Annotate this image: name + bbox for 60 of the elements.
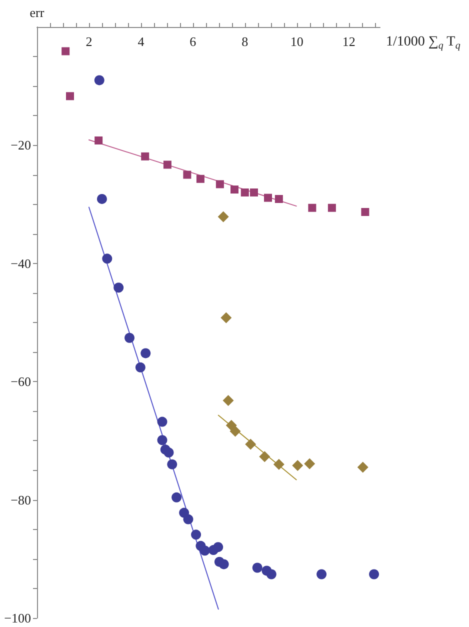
point bbox=[222, 395, 234, 406]
point bbox=[250, 188, 258, 196]
y-tick-label: −100 bbox=[4, 610, 31, 626]
point bbox=[183, 170, 192, 179]
point bbox=[114, 282, 124, 293]
point bbox=[274, 194, 283, 203]
x-tick-label: 10 bbox=[290, 34, 304, 49]
point bbox=[94, 136, 103, 144]
point bbox=[183, 514, 194, 524]
point bbox=[230, 186, 238, 194]
point bbox=[200, 546, 210, 556]
point bbox=[94, 75, 104, 86]
point bbox=[157, 435, 168, 446]
x-tick-label: 12 bbox=[342, 34, 356, 49]
y-tick-label: −20 bbox=[10, 138, 31, 153]
y-axis-title: err bbox=[30, 5, 45, 20]
point bbox=[230, 426, 241, 437]
point bbox=[240, 188, 249, 196]
point bbox=[369, 569, 380, 580]
x-tick-label: 8 bbox=[242, 34, 248, 49]
point bbox=[273, 458, 284, 470]
point bbox=[141, 152, 150, 160]
point bbox=[62, 47, 70, 56]
point bbox=[308, 204, 316, 212]
point bbox=[316, 569, 327, 580]
y-tick-label: −60 bbox=[10, 374, 31, 390]
point bbox=[357, 462, 368, 473]
point bbox=[124, 332, 135, 343]
point bbox=[252, 562, 262, 573]
point bbox=[140, 348, 151, 358]
point bbox=[361, 208, 370, 216]
point bbox=[218, 211, 229, 222]
point bbox=[304, 458, 316, 470]
point bbox=[264, 194, 272, 202]
point bbox=[164, 448, 174, 458]
point bbox=[157, 416, 168, 427]
point bbox=[220, 312, 232, 324]
point bbox=[226, 420, 237, 431]
y-tick-label: −80 bbox=[10, 492, 31, 508]
point bbox=[245, 438, 256, 450]
point bbox=[102, 254, 112, 264]
point bbox=[213, 542, 224, 552]
point bbox=[66, 92, 74, 100]
point bbox=[191, 530, 202, 540]
x-tick-label: 6 bbox=[190, 34, 197, 49]
point bbox=[266, 569, 276, 580]
point bbox=[167, 459, 178, 470]
point bbox=[259, 451, 270, 462]
point bbox=[216, 180, 224, 188]
point bbox=[135, 362, 146, 372]
point bbox=[196, 174, 204, 183]
x-tick-label: 2 bbox=[86, 34, 92, 49]
x-tick-label: 4 bbox=[138, 34, 145, 49]
point bbox=[163, 160, 172, 169]
point bbox=[172, 492, 182, 502]
point bbox=[96, 194, 107, 204]
point bbox=[218, 559, 229, 570]
y-tick-label: −40 bbox=[10, 256, 31, 271]
point bbox=[328, 204, 336, 212]
point bbox=[292, 460, 304, 472]
